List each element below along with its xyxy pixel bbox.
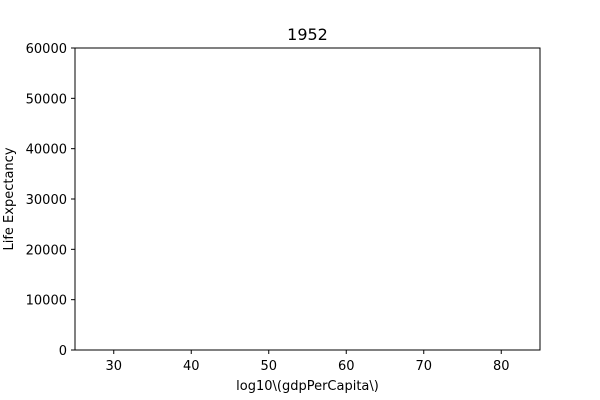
y-tick-label: 0 <box>59 344 67 359</box>
x-axis-ticks: 30 40 50 60 70 80 <box>105 350 510 374</box>
x-tick-label: 60 <box>338 359 355 374</box>
y-axis-label: Life Expectancy <box>2 147 17 250</box>
x-tick-label: 70 <box>415 359 432 374</box>
chart-title: 1952 <box>287 25 328 44</box>
y-tick-label: 50000 <box>26 92 67 107</box>
y-axis-ticks: 0 10000 20000 30000 40000 50000 60000 <box>26 42 75 359</box>
x-tick-label: 40 <box>183 359 200 374</box>
y-tick-label: 20000 <box>26 243 67 258</box>
x-tick-label: 50 <box>260 359 277 374</box>
y-tick-label: 10000 <box>26 294 67 309</box>
plot-frame <box>74 47 541 351</box>
x-tick-label: 30 <box>105 359 122 374</box>
y-tick-label: 40000 <box>26 143 67 158</box>
x-tick-label: 80 <box>493 359 510 374</box>
plot-area <box>75 48 540 350</box>
y-tick-label: 60000 <box>26 42 67 57</box>
y-tick-label: 30000 <box>26 193 67 208</box>
x-axis-label: log10\(gdpPerCapita\) <box>236 379 379 394</box>
